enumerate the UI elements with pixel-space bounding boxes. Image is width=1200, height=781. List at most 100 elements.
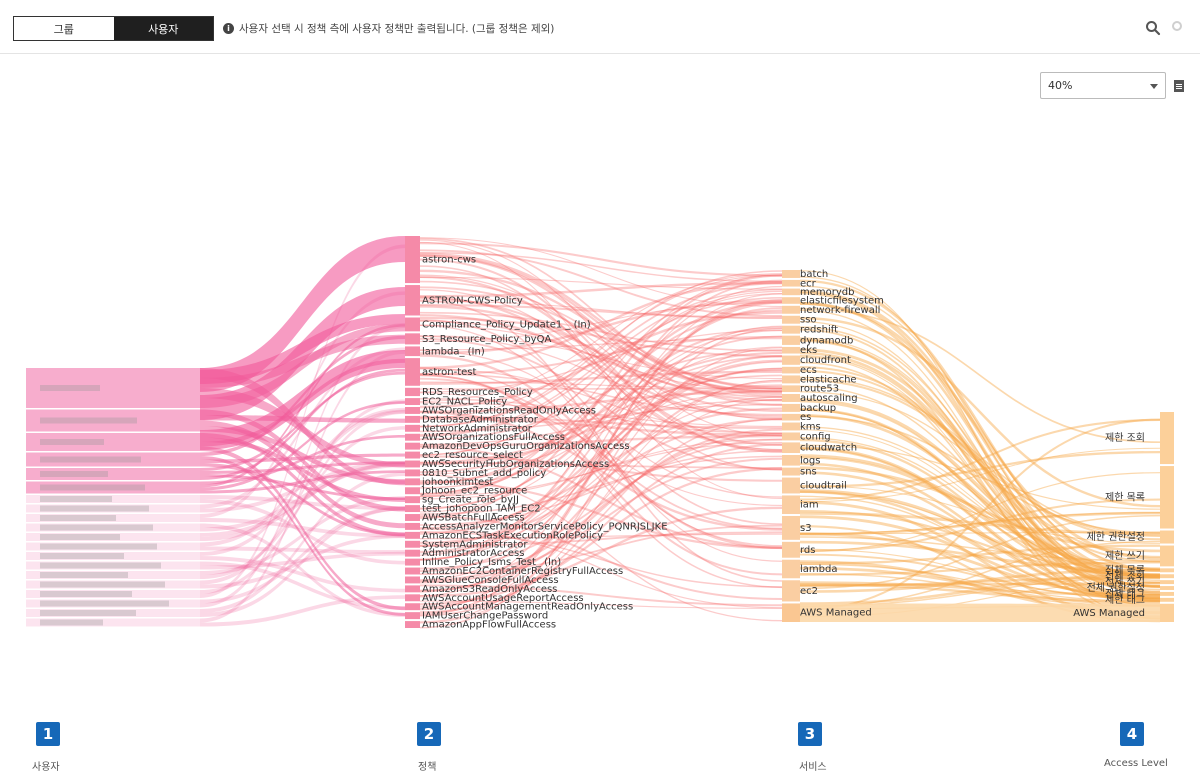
user-node[interactable] xyxy=(26,571,200,579)
user-node[interactable] xyxy=(26,590,200,598)
service-node[interactable] xyxy=(782,288,800,296)
service-level-link xyxy=(799,339,1161,588)
level-node[interactable] xyxy=(1160,412,1174,465)
policy-node[interactable] xyxy=(405,478,420,486)
policy-node[interactable] xyxy=(405,407,420,414)
service-node[interactable] xyxy=(782,270,800,278)
zoom-select[interactable]: 40% xyxy=(1040,72,1166,99)
policy-node[interactable] xyxy=(405,424,420,432)
policy-node[interactable] xyxy=(405,442,420,450)
user-node[interactable] xyxy=(26,495,200,503)
policy-node[interactable] xyxy=(405,603,420,611)
level-node[interactable] xyxy=(1160,586,1174,590)
level-node[interactable] xyxy=(1160,545,1174,567)
service-node[interactable] xyxy=(782,580,800,602)
policy-node[interactable] xyxy=(405,505,420,513)
service-node[interactable] xyxy=(782,315,800,324)
service-node[interactable] xyxy=(782,394,800,402)
level-node[interactable] xyxy=(1160,466,1174,529)
level-node[interactable] xyxy=(1160,568,1174,573)
policy-node[interactable] xyxy=(405,451,420,459)
policy-node[interactable] xyxy=(405,469,420,477)
service-level-link xyxy=(799,418,1161,501)
user-node[interactable] xyxy=(26,514,200,522)
policy-node[interactable] xyxy=(405,433,420,441)
service-node[interactable] xyxy=(782,413,800,421)
service-node[interactable] xyxy=(782,432,800,441)
policy-node[interactable] xyxy=(405,496,420,504)
policy-node[interactable] xyxy=(405,549,420,557)
policy-node[interactable] xyxy=(405,585,420,593)
service-node[interactable] xyxy=(782,325,800,334)
user-node[interactable] xyxy=(26,523,200,532)
user-node[interactable] xyxy=(26,552,200,560)
policy-node[interactable] xyxy=(405,317,420,332)
policy-node[interactable] xyxy=(405,398,420,406)
user-node[interactable] xyxy=(26,481,200,494)
level-node[interactable] xyxy=(1160,574,1174,579)
policy-node[interactable] xyxy=(405,594,420,602)
user-node[interactable] xyxy=(26,452,200,467)
user-node[interactable] xyxy=(26,468,200,480)
service-node[interactable] xyxy=(782,495,800,514)
user-node[interactable] xyxy=(26,409,200,432)
group-tab[interactable]: 그룹 xyxy=(53,22,74,36)
policy-node[interactable] xyxy=(405,460,420,468)
policy-node[interactable] xyxy=(405,358,420,386)
service-node[interactable] xyxy=(782,403,800,412)
policy-node[interactable] xyxy=(405,415,420,423)
policy-node[interactable] xyxy=(405,576,420,584)
policy-node[interactable] xyxy=(405,531,420,539)
level-node[interactable] xyxy=(1160,591,1174,596)
policy-node[interactable] xyxy=(405,387,420,397)
service-node[interactable] xyxy=(782,375,800,384)
level-node[interactable] xyxy=(1160,603,1174,622)
user-node[interactable] xyxy=(26,618,200,627)
policy-node[interactable] xyxy=(405,567,420,575)
policy-node[interactable] xyxy=(405,558,420,566)
policy-node[interactable] xyxy=(405,487,420,495)
user-node[interactable] xyxy=(26,368,200,408)
level-node[interactable] xyxy=(1160,530,1174,544)
user-node[interactable] xyxy=(26,599,200,608)
policy-node[interactable] xyxy=(405,522,420,530)
service-node[interactable] xyxy=(782,346,800,354)
service-node[interactable] xyxy=(782,515,800,540)
policy-node[interactable] xyxy=(405,621,420,628)
service-node[interactable] xyxy=(782,467,800,476)
user-node[interactable] xyxy=(26,542,200,551)
policy-node[interactable] xyxy=(405,285,420,316)
service-node[interactable] xyxy=(782,455,800,466)
policy-node[interactable] xyxy=(405,540,420,548)
user-node[interactable] xyxy=(26,609,200,617)
service-node[interactable] xyxy=(782,366,800,374)
level-node[interactable] xyxy=(1160,597,1174,602)
service-node[interactable] xyxy=(782,385,800,393)
service-node[interactable] xyxy=(782,335,800,345)
user-node[interactable] xyxy=(26,504,200,513)
service-node[interactable] xyxy=(782,422,800,431)
service-node[interactable] xyxy=(782,477,800,494)
user-tab[interactable]: 사용자 xyxy=(113,17,213,40)
policy-node[interactable] xyxy=(405,346,420,357)
service-node[interactable] xyxy=(782,305,800,314)
service-node[interactable] xyxy=(782,279,800,287)
service-node[interactable] xyxy=(782,559,800,579)
policy-node[interactable] xyxy=(405,333,420,345)
service-node[interactable] xyxy=(782,442,800,454)
user-node[interactable] xyxy=(26,580,200,589)
service-level-link xyxy=(799,568,1161,593)
user-node[interactable] xyxy=(26,533,200,541)
level-node[interactable] xyxy=(1160,580,1174,585)
user-node[interactable] xyxy=(26,433,200,451)
service-node[interactable] xyxy=(782,541,800,558)
excel-export-icon[interactable] xyxy=(1174,80,1184,92)
service-node[interactable] xyxy=(782,355,800,365)
service-node[interactable] xyxy=(782,603,800,622)
policy-node[interactable] xyxy=(405,236,420,284)
user-node[interactable] xyxy=(26,561,200,570)
policy-node[interactable] xyxy=(405,612,420,620)
policy-node[interactable] xyxy=(405,514,420,521)
search-icon[interactable] xyxy=(1145,20,1161,36)
service-node[interactable] xyxy=(782,297,800,304)
